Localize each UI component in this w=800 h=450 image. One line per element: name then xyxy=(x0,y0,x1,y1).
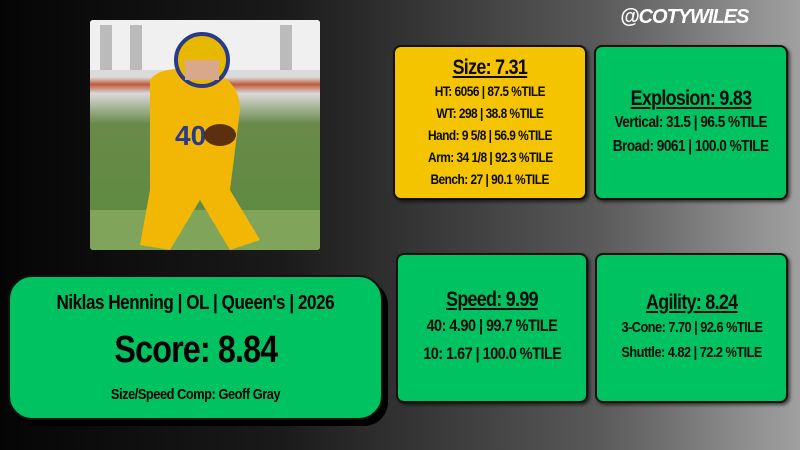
agility-3cone: 3-Cone: 7.70 | 92.6 %TILE xyxy=(620,319,763,336)
explosion-vertical: Vertical: 31.5 | 96.5 %TILE xyxy=(614,113,768,131)
player-info: Niklas Henning | OL | Queen's | 2026 xyxy=(56,292,335,314)
player-photo: 40 xyxy=(90,20,320,250)
player-score: Score: 8.84 xyxy=(113,329,278,371)
speed-title: Speed: 9.99 xyxy=(446,288,538,311)
svg-text:40: 40 xyxy=(175,120,206,151)
size-card: Size: 7.31 HT: 6056 | 87.5 %TILE WT: 298… xyxy=(393,45,587,200)
explosion-broad: Broad: 9061 | 100.0 %TILE xyxy=(613,137,769,155)
player-illustration: 40 xyxy=(90,20,320,250)
player-comp: Size/Speed Comp: Geoff Gray xyxy=(110,386,281,403)
speed-card: Speed: 9.99 40: 4.90 | 99.7 %TILE 10: 1.… xyxy=(396,253,588,403)
agility-shuttle: Shuttle: 4.82 | 72.2 %TILE xyxy=(621,344,762,361)
size-weight: WT: 298 | 38.8 %TILE xyxy=(436,104,544,121)
explosion-card: Explosion: 9.83 Vertical: 31.5 | 96.5 %T… xyxy=(594,45,788,200)
agility-title: Agility: 8.24 xyxy=(645,291,738,314)
size-height: HT: 6056 | 87.5 %TILE xyxy=(434,82,546,99)
explosion-title: Explosion: 9.83 xyxy=(630,86,752,110)
speed-10: 10: 1.67 | 100.0 %TILE xyxy=(422,344,562,363)
size-arm: Arm: 34 1/8 | 92.3 %TILE xyxy=(427,148,553,165)
agility-card: Agility: 8.24 3-Cone: 7.70 | 92.6 %TILE … xyxy=(595,253,788,403)
author-handle: @COTYWILES xyxy=(620,6,749,28)
player-summary-card: Niklas Henning | OL | Queen's | 2026 Sco… xyxy=(8,275,383,420)
size-title: Size: 7.31 xyxy=(452,55,528,79)
speed-40: 40: 4.90 | 99.7 %TILE xyxy=(426,316,558,335)
size-hand: Hand: 9 5/8 | 56.9 %TILE xyxy=(427,126,553,143)
size-bench: Bench: 27 | 90.1 %TILE xyxy=(430,170,550,187)
